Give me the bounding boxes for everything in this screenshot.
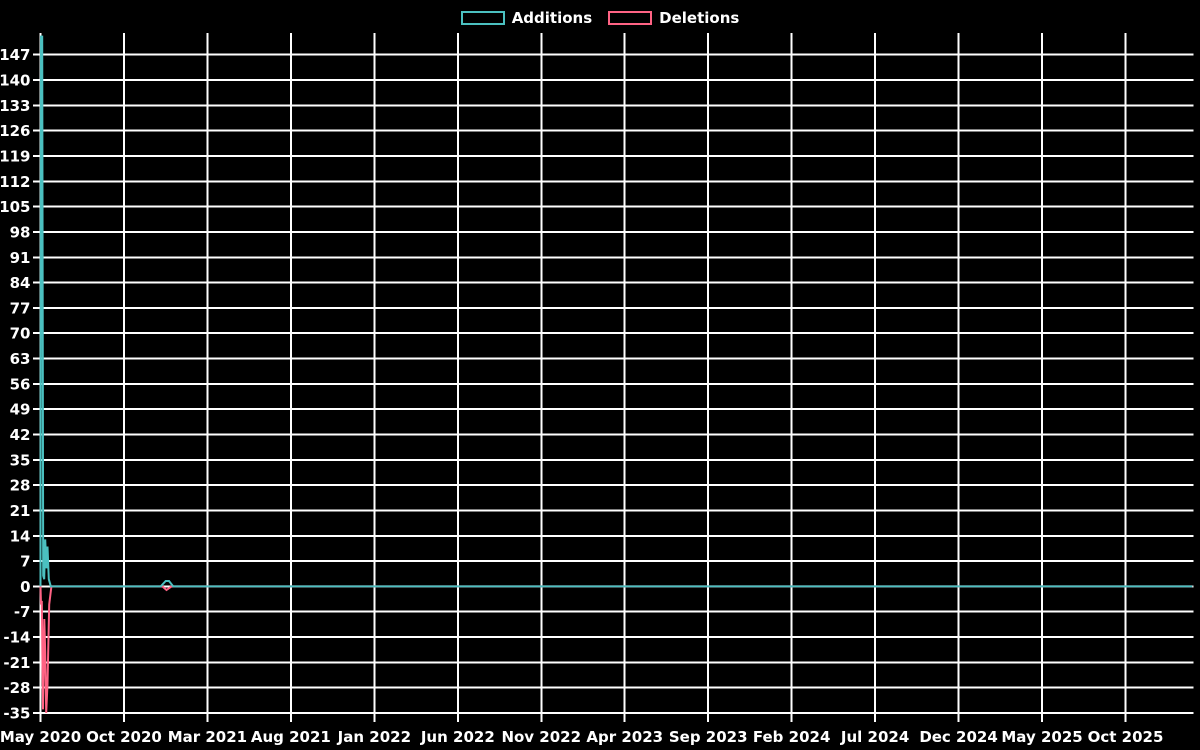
x-tick-label: Jun 2022 bbox=[420, 728, 495, 746]
y-tick-label: 7 bbox=[20, 553, 30, 571]
y-tick-label: 119 bbox=[0, 147, 31, 165]
x-tick-label: Sep 2023 bbox=[669, 728, 748, 746]
y-tick-label: 98 bbox=[10, 223, 31, 241]
deletions-swatch-icon bbox=[608, 11, 653, 25]
y-tick-label: -14 bbox=[3, 629, 30, 647]
x-tick-label: Oct 2025 bbox=[1088, 728, 1164, 746]
x-tick-label: Aug 2021 bbox=[251, 728, 331, 746]
additions-legend-label: Additions bbox=[511, 9, 593, 27]
y-tick-label: 77 bbox=[10, 299, 31, 317]
y-axis-labels: 1471401331261191121059891847770635649423… bbox=[0, 46, 31, 722]
x-tick-label: Jan 2022 bbox=[337, 728, 411, 746]
x-tick-label: Dec 2024 bbox=[919, 728, 998, 746]
additions-line bbox=[39, 35, 1193, 588]
additions-swatch-icon bbox=[460, 11, 505, 25]
horizontal-gridlines bbox=[40, 53, 1194, 714]
y-tick-label: -21 bbox=[3, 654, 30, 672]
y-tick-label: 28 bbox=[10, 477, 31, 495]
chart-legend: Additions Deletions bbox=[0, 9, 1200, 27]
legend-item-deletions[interactable]: Deletions bbox=[608, 9, 739, 27]
y-tick-label: -7 bbox=[14, 603, 31, 621]
x-axis-labels: May 2020 Oct 2020 Mar 2021 Aug 2021 Jan 2022… bbox=[0, 728, 1163, 746]
y-tick-label: 42 bbox=[10, 426, 31, 444]
vertical-gridlines bbox=[39, 33, 1127, 713]
x-tick-label: Feb 2024 bbox=[753, 728, 831, 746]
y-tick-label: -35 bbox=[3, 705, 30, 723]
deletions-legend-label: Deletions bbox=[659, 9, 740, 27]
y-tick-label: 63 bbox=[10, 350, 31, 368]
y-tick-label: 91 bbox=[10, 249, 31, 267]
x-axis-ticks bbox=[39, 713, 1127, 722]
y-tick-label: 133 bbox=[0, 97, 31, 115]
x-tick-label: Nov 2022 bbox=[501, 728, 581, 746]
y-tick-label: 147 bbox=[0, 46, 31, 64]
y-tick-label: 35 bbox=[10, 451, 31, 469]
y-axis-ticks bbox=[33, 53, 41, 714]
y-tick-label: 105 bbox=[0, 198, 31, 216]
y-tick-label: -28 bbox=[3, 679, 30, 697]
x-tick-label: May 2020 bbox=[0, 728, 81, 746]
x-tick-label: Mar 2021 bbox=[168, 728, 247, 746]
y-tick-label: 14 bbox=[10, 527, 31, 545]
y-tick-label: 112 bbox=[0, 173, 31, 191]
y-tick-label: 140 bbox=[0, 72, 31, 90]
x-tick-label: Oct 2020 bbox=[86, 728, 162, 746]
y-tick-label: 84 bbox=[10, 274, 31, 292]
x-tick-label: Jul 2024 bbox=[840, 728, 909, 746]
x-tick-label: May 2025 bbox=[1001, 728, 1082, 746]
deletions-line bbox=[39, 585, 1193, 714]
y-tick-label: 70 bbox=[10, 325, 31, 343]
x-tick-label: Apr 2023 bbox=[586, 728, 663, 746]
legend-item-additions[interactable]: Additions bbox=[460, 9, 593, 27]
y-tick-label: 49 bbox=[10, 401, 31, 419]
y-tick-label: 56 bbox=[10, 375, 31, 393]
y-tick-label: 21 bbox=[10, 502, 31, 520]
y-tick-label: 0 bbox=[20, 578, 30, 596]
y-tick-label: 126 bbox=[0, 122, 31, 140]
